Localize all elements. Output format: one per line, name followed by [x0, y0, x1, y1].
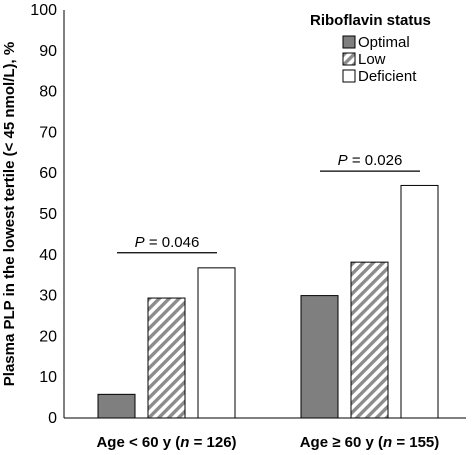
x-tick-label: Age < 60 y (n = 126) [96, 434, 236, 451]
x-tick-label: Age ≥ 60 y (n = 155) [300, 434, 440, 451]
legend-swatch-low [342, 52, 356, 66]
bar-low [147, 297, 186, 419]
legend-label-low: Low [358, 51, 386, 68]
y-tick-label: 60 [39, 165, 57, 182]
legend-swatch-optimal [342, 35, 356, 49]
y-tick-label: 40 [39, 247, 57, 264]
bar-deficient [197, 267, 236, 419]
bar-low [350, 261, 389, 419]
y-axis-label: Plasma PLP in the lowest tertile (< 45 n… [1, 42, 18, 386]
y-tick-label: 10 [39, 369, 57, 386]
y-tick-label: 90 [39, 43, 57, 60]
p-value-label: P = 0.046 [135, 234, 200, 251]
significance-annotations: P = 0.046 P = 0.026 [117, 152, 420, 254]
p-value-label: P = 0.026 [338, 152, 403, 169]
legend-title: Riboflavin status [310, 12, 431, 29]
y-tick-label: 20 [39, 328, 57, 345]
bar-deficient [400, 184, 439, 419]
legend-label-optimal: Optimal [358, 34, 410, 51]
y-tick-label: 30 [39, 288, 57, 305]
bar-optimal [97, 393, 136, 419]
y-tick-label: 100 [30, 2, 57, 19]
bars [97, 184, 439, 419]
y-tick-label: 0 [48, 410, 57, 427]
y-axis-tick-labels: 0 10 20 30 40 50 60 70 80 90 100 [30, 2, 57, 427]
legend-label-deficient: Deficient [358, 68, 417, 85]
y-tick-label: 50 [39, 206, 57, 223]
legend-swatch-deficient [342, 69, 356, 83]
y-tick-label: 70 [39, 124, 57, 141]
y-tick-label: 80 [39, 84, 57, 101]
x-axis-category-labels: Age < 60 y (n = 126) Age ≥ 60 y (n = 155) [96, 434, 439, 451]
bar-optimal [300, 295, 339, 419]
